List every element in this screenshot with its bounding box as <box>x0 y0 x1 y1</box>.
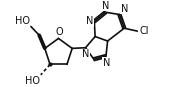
Text: N: N <box>103 58 110 68</box>
Text: N: N <box>82 49 89 59</box>
Text: N: N <box>101 1 109 11</box>
Text: N: N <box>121 4 128 14</box>
Text: Cl: Cl <box>140 26 149 36</box>
Text: HO: HO <box>25 76 40 86</box>
Text: O: O <box>56 27 63 37</box>
Text: HO: HO <box>15 16 30 26</box>
Text: N: N <box>86 16 93 26</box>
